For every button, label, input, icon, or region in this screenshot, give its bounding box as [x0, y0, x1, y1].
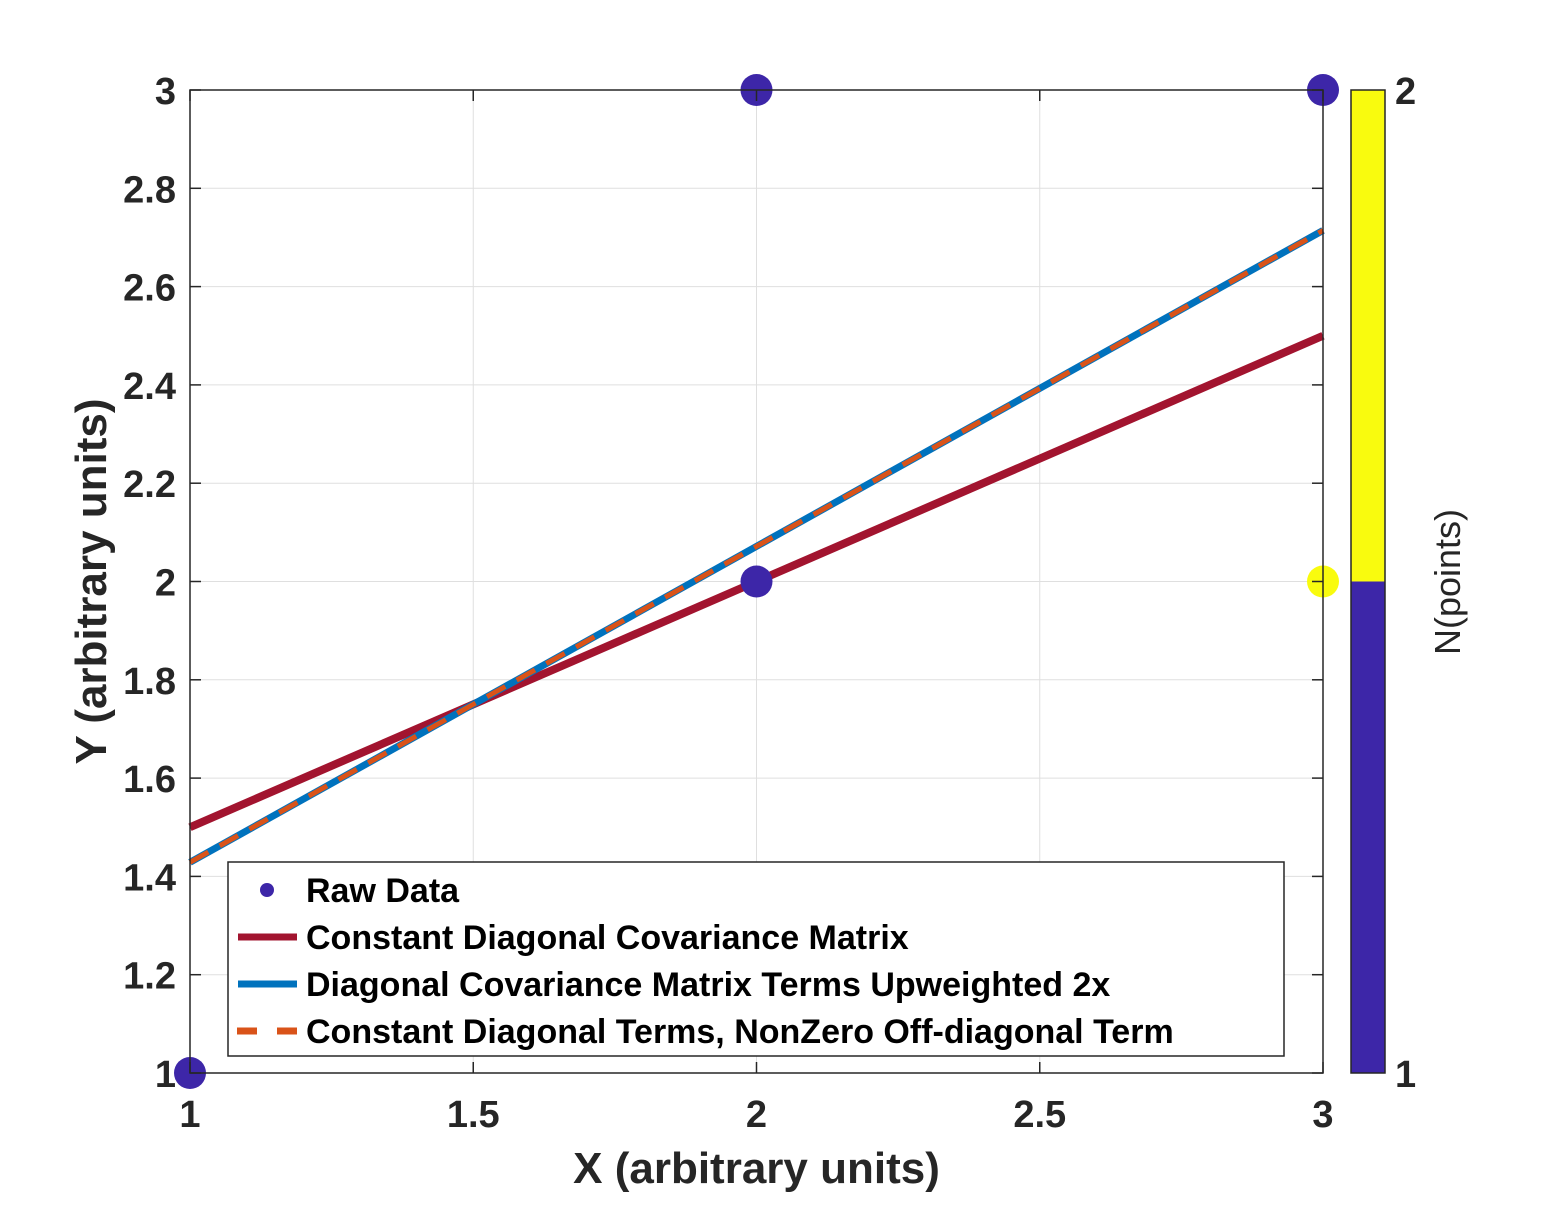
legend: Raw Data Constant Diagonal Covariance Mat…: [227, 861, 1285, 1057]
legend-marker: [260, 883, 274, 897]
data-point: [740, 565, 773, 598]
colorbar-frame: [1350, 89, 1386, 1074]
x-tick-label: 2: [746, 1094, 767, 1136]
y-tick-label: 2.6: [123, 268, 176, 310]
y-tick-label: 1.2: [123, 956, 176, 998]
y-tick-label: 2: [155, 563, 176, 605]
colorbar-tick-label: 2: [1395, 71, 1416, 113]
y-tick-label: 2.4: [123, 366, 176, 408]
legend-label: Raw Data: [306, 872, 460, 910]
legend-label: Diagonal Covariance Matrix Terms Upweigh…: [306, 966, 1110, 1004]
y-tick-label: 1.6: [123, 759, 176, 801]
x-tick-label: 1.5: [447, 1094, 500, 1136]
x-tick-label: 3: [1312, 1094, 1333, 1136]
y-tick-label: 2.2: [123, 464, 176, 506]
series-line: [188, 228, 1325, 865]
colorbar-segment: [1351, 581, 1385, 1073]
colorbar: 2 1 N(points): [1350, 71, 1468, 1096]
y-tick-label: 1.4: [123, 857, 176, 899]
legend-label: Constant Diagonal Terms, NonZero Off-dia…: [306, 1013, 1174, 1051]
x-tick-label: 1: [179, 1094, 200, 1136]
y-tick-label: 2.8: [123, 169, 176, 211]
x-tick-label: 2.5: [1013, 1094, 1066, 1136]
legend-label: Constant Diagonal Covariance Matrix: [306, 919, 909, 957]
y-axis-label: Y (arbitrary units): [67, 399, 116, 765]
colorbar-tick-label: 1: [1395, 1054, 1416, 1096]
axis-ticks: 1 1.5 2 2.5 3 1 1.2 1.4 1.6 1.8 2 2.2 2.4 2.6 2.8 3: [123, 71, 1333, 1136]
plot-series: [174, 74, 1339, 1089]
x-axis-label: X (arbitrary units): [573, 1144, 940, 1193]
y-tick-label: 1.8: [123, 661, 176, 703]
legend-box: [227, 861, 1285, 1057]
colorbar-label: N(points): [1427, 509, 1468, 655]
y-tick-label: 3: [155, 71, 176, 113]
colorbar-segment: [1351, 90, 1385, 582]
y-tick-label: 1: [155, 1054, 176, 1096]
